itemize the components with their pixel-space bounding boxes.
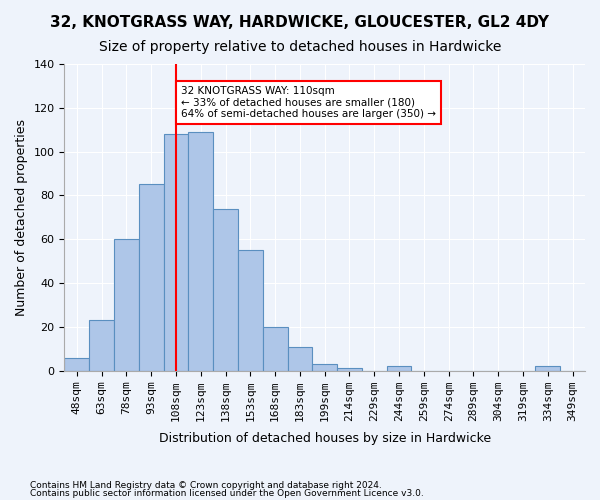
X-axis label: Distribution of detached houses by size in Hardwicke: Distribution of detached houses by size … bbox=[158, 432, 491, 445]
Bar bbox=[287, 346, 313, 370]
Text: Contains public sector information licensed under the Open Government Licence v3: Contains public sector information licen… bbox=[30, 488, 424, 498]
Text: 32, KNOTGRASS WAY, HARDWICKE, GLOUCESTER, GL2 4DY: 32, KNOTGRASS WAY, HARDWICKE, GLOUCESTER… bbox=[50, 15, 550, 30]
Bar bbox=[238, 250, 263, 370]
Bar bbox=[386, 366, 412, 370]
Bar bbox=[114, 239, 139, 370]
Text: 32 KNOTGRASS WAY: 110sqm
← 33% of detached houses are smaller (180)
64% of semi-: 32 KNOTGRASS WAY: 110sqm ← 33% of detach… bbox=[181, 86, 436, 119]
Bar bbox=[139, 184, 164, 370]
Bar bbox=[337, 368, 362, 370]
Bar bbox=[64, 358, 89, 370]
Y-axis label: Number of detached properties: Number of detached properties bbox=[15, 119, 28, 316]
Text: Size of property relative to detached houses in Hardwicke: Size of property relative to detached ho… bbox=[99, 40, 501, 54]
Bar bbox=[535, 366, 560, 370]
Bar bbox=[164, 134, 188, 370]
Text: Contains HM Land Registry data © Crown copyright and database right 2024.: Contains HM Land Registry data © Crown c… bbox=[30, 481, 382, 490]
Bar bbox=[313, 364, 337, 370]
Bar bbox=[89, 320, 114, 370]
Bar bbox=[263, 327, 287, 370]
Bar bbox=[213, 208, 238, 370]
Bar bbox=[188, 132, 213, 370]
